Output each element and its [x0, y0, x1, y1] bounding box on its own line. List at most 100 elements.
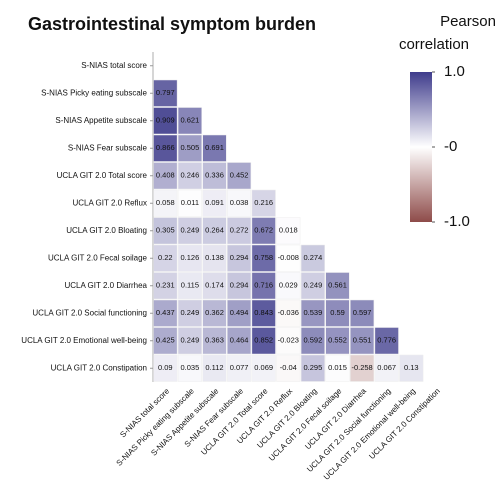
cell-value: 0.592	[304, 336, 323, 345]
heatmap-cell	[202, 272, 227, 300]
heatmap-cell	[177, 107, 202, 135]
cell-value: 0.216	[254, 198, 273, 207]
cell-value: 0.505	[181, 143, 200, 152]
cell-value: -0.04	[280, 363, 297, 372]
cell-value: 0.336	[205, 171, 224, 180]
cell-value: 0.621	[181, 116, 200, 125]
heatmap-cell	[325, 354, 350, 382]
heatmap-cell	[177, 272, 202, 300]
cell-value: 0.295	[304, 363, 323, 372]
cell-value: 0.425	[156, 336, 175, 345]
cell-value: 0.174	[205, 281, 224, 290]
heatmap-cell	[153, 299, 178, 327]
heatmap-cell	[153, 272, 178, 300]
cell-value: 0.249	[304, 281, 323, 290]
heatmap-cell	[227, 217, 252, 245]
heatmap-cell	[300, 299, 325, 327]
cell-value: 0.077	[230, 363, 249, 372]
heatmap-cell	[276, 244, 301, 272]
heatmap-cell	[153, 162, 178, 190]
heatmap-cell	[202, 244, 227, 272]
heatmap-cell	[153, 244, 178, 272]
cell-value: 0.305	[156, 226, 175, 235]
cell-value: 0.274	[304, 253, 323, 262]
heatmap-cell	[227, 189, 252, 217]
heatmap-cell	[227, 272, 252, 300]
heatmap-cell	[202, 299, 227, 327]
heatmap-cell	[276, 299, 301, 327]
heatmap-cell	[251, 217, 276, 245]
heatmap-cell	[300, 354, 325, 382]
cell-value: 0.494	[230, 308, 249, 317]
cell-value: 0.852	[254, 336, 273, 345]
cell-value: 0.362	[205, 308, 224, 317]
y-tick-label: UCLA GIT 2.0 Fecal soilage	[48, 253, 148, 262]
cell-value: 0.249	[181, 336, 200, 345]
cell-value: 0.272	[230, 226, 249, 235]
colorbar-title: Pearson	[440, 13, 496, 30]
cell-value: 0.464	[230, 336, 249, 345]
cell-value: 0.018	[279, 226, 298, 235]
heatmap-cell	[251, 272, 276, 300]
cell-value: 0.249	[181, 226, 200, 235]
cell-value: 0.672	[254, 226, 273, 235]
y-tick-label: UCLA GIT 2.0 Emotional well-being	[21, 336, 147, 345]
heatmap-cell	[276, 217, 301, 245]
cell-value: 0.264	[205, 226, 224, 235]
y-tick-label: UCLA GIT 2.0 Constipation	[51, 363, 147, 372]
y-tick-label: UCLA GIT 2.0 Diarrhea	[64, 281, 147, 290]
heatmap-cell	[227, 327, 252, 355]
heatmap-cell	[153, 327, 178, 355]
heatmap-cell	[251, 189, 276, 217]
cell-value: 0.691	[205, 143, 224, 152]
cell-value: 0.909	[156, 116, 175, 125]
cell-value: 0.015	[328, 363, 347, 372]
chart-title: Gastrointestinal symptom burden	[28, 14, 316, 34]
heatmap-cell	[276, 354, 301, 382]
cell-value: 0.246	[181, 171, 200, 180]
cell-value: 0.115	[181, 281, 199, 290]
cell-value: 0.776	[377, 336, 396, 345]
cell-value: 0.126	[181, 253, 200, 262]
cell-value: 0.13	[404, 363, 419, 372]
heatmap-cell	[300, 244, 325, 272]
cell-value: 0.249	[181, 308, 200, 317]
heatmap-cell	[374, 354, 399, 382]
y-tick-label: S-NIAS Fear subscale	[68, 143, 148, 152]
cell-value: 0.539	[304, 308, 323, 317]
cell-value: 0.011	[181, 198, 199, 207]
heatmap-cell	[153, 217, 178, 245]
heatmap-cell	[202, 134, 227, 162]
heatmap-cell	[325, 299, 350, 327]
cell-value: 0.561	[328, 281, 347, 290]
heatmap-cell	[251, 299, 276, 327]
cell-value: -0.258	[351, 363, 372, 372]
heatmap-cell	[177, 327, 202, 355]
heatmap-cell	[153, 189, 178, 217]
cell-value: 0.797	[156, 88, 175, 97]
heatmap-cell	[177, 134, 202, 162]
cell-value: 0.09	[158, 363, 173, 372]
heatmap-cell	[177, 354, 202, 382]
cell-value: 0.59	[330, 308, 345, 317]
colorbar-tick-label: 1.0	[444, 63, 465, 80]
heatmap-cell	[251, 327, 276, 355]
cell-value: 0.231	[156, 281, 175, 290]
cell-value: 0.138	[205, 253, 224, 262]
heatmap-cell	[153, 107, 178, 135]
cell-value: 0.758	[254, 253, 273, 262]
cell-value: 0.294	[230, 281, 249, 290]
cell-value: 0.035	[181, 363, 200, 372]
heatmap-cell	[251, 354, 276, 382]
heatmap-cell	[177, 189, 202, 217]
heatmap-cell	[251, 244, 276, 272]
heatmap-cell	[399, 354, 424, 382]
y-tick-label: UCLA GIT 2.0 Bloating	[66, 226, 147, 235]
y-tick-label: UCLA GIT 2.0 Total score	[57, 171, 148, 180]
y-tick-label: S-NIAS Appetite subscale	[55, 116, 147, 125]
cell-value: 0.22	[158, 253, 173, 262]
cell-value: 0.067	[377, 363, 396, 372]
y-tick-label: S-NIAS Picky eating subscale	[41, 88, 147, 97]
cell-value: 0.058	[156, 198, 175, 207]
heatmap-cell	[153, 134, 178, 162]
